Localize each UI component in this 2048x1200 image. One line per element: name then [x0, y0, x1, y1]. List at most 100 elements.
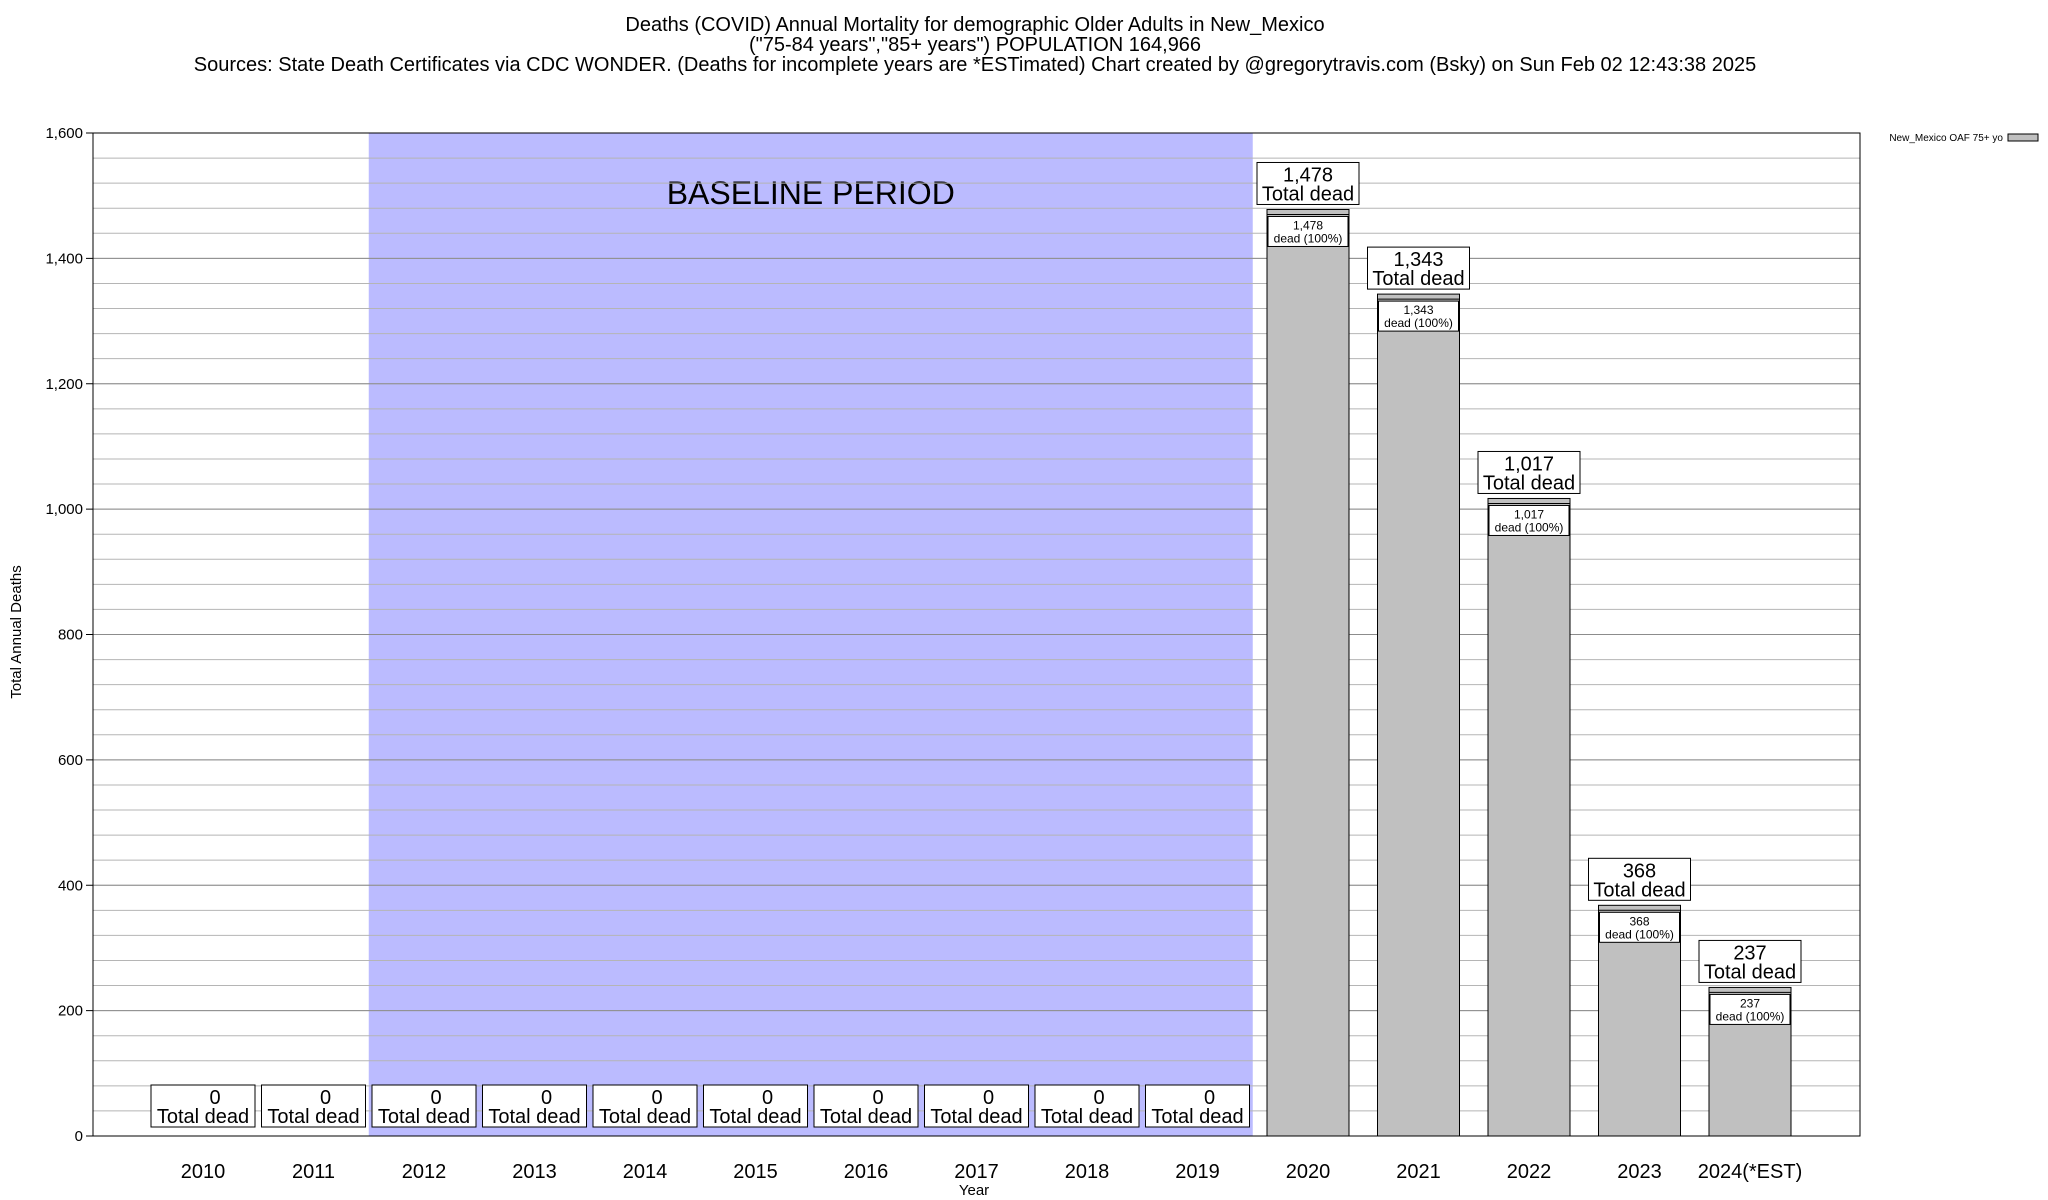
inner-label-text: dead (100%) [1274, 231, 1343, 245]
total-label-box [150, 1084, 256, 1128]
y-tick-label: 200 [58, 1003, 83, 1020]
legend-entry-label: New_Mexico OAF 75+ yo [1889, 133, 2003, 144]
total-label-box [1034, 1084, 1140, 1128]
x-tick-label: 2018 [1065, 1161, 1110, 1183]
total-label-value: 368 [1623, 860, 1656, 882]
total-label-value: 0 [651, 1087, 662, 1109]
total-label-text: Total dead [599, 1106, 691, 1128]
inner-label-text: dead (100%) [1384, 316, 1453, 330]
total-label-value: 1,478 [1283, 164, 1333, 186]
total-label-text: Total dead [157, 1106, 249, 1128]
bar-2021 [1377, 293, 1460, 1137]
x-tick-label: 2014 [623, 1161, 668, 1183]
total-label-box [813, 1084, 919, 1128]
total-label-box [1256, 161, 1360, 205]
inner-label-value: 1,017 [1514, 507, 1544, 521]
inner-label-box [1488, 504, 1570, 536]
inner-label-value: 237 [1740, 996, 1760, 1010]
bar-2022 [1487, 497, 1571, 1137]
total-label-box [1698, 939, 1802, 983]
inner-label-text: dead (100%) [1716, 1009, 1785, 1023]
total-label-text: Total dead [1483, 472, 1575, 494]
chart-source-line: Sources: State Death Certificates via CD… [194, 54, 1756, 76]
total-label-value: 0 [320, 1087, 331, 1109]
total-label-box [592, 1084, 698, 1128]
inner-label-text: dead (100%) [1495, 520, 1564, 534]
inner-label-box [1378, 300, 1459, 332]
total-label-value: 0 [983, 1087, 994, 1109]
baseline-period-label: BASELINE PERIOD [667, 175, 955, 211]
y-axis-label: Total Annual Deaths [8, 565, 25, 698]
x-axis-label: Year [959, 1182, 989, 1199]
grid-layer [93, 132, 1860, 1137]
total-label-text: Total dead [1041, 1106, 1133, 1128]
bar-2023 [1598, 904, 1681, 1137]
chart-titles: Deaths (COVID) Annual Mortality for demo… [194, 14, 1756, 76]
x-tick-label: 2013 [512, 1161, 557, 1183]
x-tick-label: 2024(*EST) [1698, 1161, 1803, 1183]
total-label-value: 0 [430, 1087, 441, 1109]
total-label-box [924, 1084, 1029, 1128]
total-label-box [261, 1084, 366, 1128]
total-label-box [1477, 450, 1581, 494]
total-label-value: 0 [762, 1087, 773, 1109]
total-label-value: 0 [541, 1087, 552, 1109]
total-label-value: 0 [1204, 1087, 1215, 1109]
legend-swatch [2007, 133, 2039, 142]
inner-label-box [1599, 911, 1680, 943]
x-tick-label: 2023 [1617, 1161, 1662, 1183]
inner-label-value: 368 [1629, 914, 1649, 928]
bar-2020 [1266, 208, 1350, 1137]
total-label-text: Total dead [930, 1106, 1022, 1128]
x-tick-label: 2011 [292, 1161, 335, 1183]
total-label-box [482, 1084, 587, 1128]
y-tick-label: 600 [58, 752, 83, 769]
x-tick-label: 2022 [1507, 1161, 1552, 1183]
total-label-text: Total dead [1262, 183, 1354, 205]
inner-label-box [1267, 215, 1349, 247]
total-label-text: Total dead [378, 1106, 470, 1128]
chart-legend: New_Mexico OAF 75+ yo [1889, 133, 2039, 144]
inner-label-value: 1,478 [1293, 218, 1323, 232]
chart-subtitle: ("75-84 years","85+ years") POPULATION 1… [749, 34, 1201, 56]
total-label-text: Total dead [1372, 268, 1464, 290]
total-label-text: Total dead [820, 1106, 912, 1128]
total-label-value: 0 [209, 1087, 220, 1109]
total-label-box [703, 1084, 808, 1128]
x-tick-label: 2020 [1286, 1161, 1331, 1183]
chart-title: Deaths (COVID) Annual Mortality for demo… [625, 14, 1324, 36]
x-tick-label: 2015 [733, 1161, 778, 1183]
x-tick-label: 2010 [181, 1161, 226, 1183]
total-label-text: Total dead [488, 1106, 580, 1128]
x-tick-label: 2019 [1175, 1161, 1220, 1183]
total-label-text: Total dead [267, 1106, 359, 1128]
total-label-box [1145, 1084, 1250, 1128]
total-label-value: 237 [1733, 942, 1766, 964]
total-label-box [1367, 246, 1470, 290]
inner-label-value: 1,343 [1403, 303, 1433, 317]
total-label-value: 0 [872, 1087, 883, 1109]
bars-layer [199, 208, 1792, 1137]
y-tick-label: 1,200 [45, 376, 83, 393]
y-tick-label: 1,600 [45, 125, 83, 142]
total-label-box [1588, 857, 1691, 901]
total-label-value: 0 [1093, 1087, 1104, 1109]
x-tick-label: 2012 [402, 1161, 447, 1183]
x-tick-label: 2017 [954, 1161, 999, 1183]
y-tick-label: 1,000 [45, 501, 83, 518]
total-label-text: Total dead [1151, 1106, 1243, 1128]
y-tick-label: 0 [75, 1128, 83, 1145]
y-tick-label: 800 [58, 627, 83, 644]
x-tick-label: 2016 [844, 1161, 889, 1183]
y-tick-label: 400 [58, 877, 83, 894]
total-label-text: Total dead [1593, 879, 1685, 901]
axes-layer: 0 200 400 600 800 1,000 1,200 1,400 1,600 2010 201… [45, 125, 1861, 1183]
inner-label-box [1709, 993, 1791, 1025]
total-label-text: Total dead [1704, 961, 1796, 983]
total-label-value: 1,017 [1504, 453, 1554, 475]
x-tick-label: 2021 [1396, 1161, 1441, 1183]
total-label-box [371, 1084, 477, 1128]
total-label-value: 1,343 [1393, 249, 1443, 271]
